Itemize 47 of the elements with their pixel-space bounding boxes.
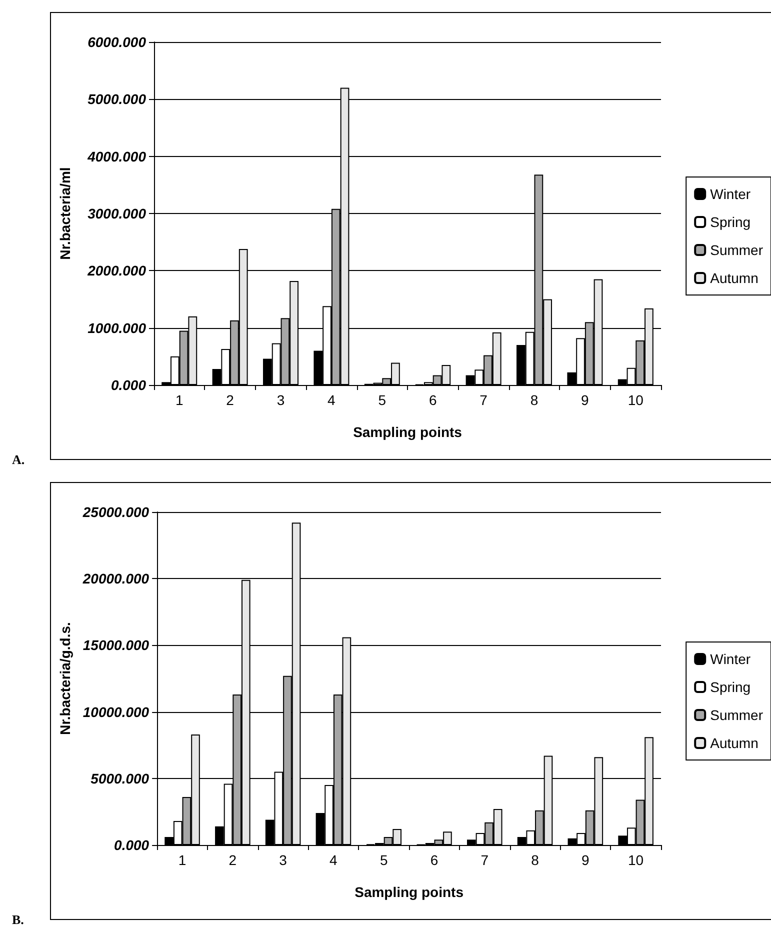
x-tick-label: 2: [226, 392, 234, 408]
y-tick-label: 3000.000: [88, 206, 146, 222]
y-tick-label: 0.000: [110, 377, 146, 393]
y-tick-label: 20000.000: [82, 570, 150, 587]
y-tick-label: 15000.000: [82, 637, 150, 654]
y-tick-label: 25000.000: [82, 504, 150, 520]
y-tick-label: 5000.000: [88, 91, 146, 108]
x-tick-label: 5: [378, 392, 386, 408]
y-tick-label: 1000.000: [88, 320, 146, 336]
legend-label: Winter: [710, 651, 751, 667]
x-tick-label: 2: [228, 852, 237, 868]
x-tick-label: 5: [380, 852, 388, 868]
x-tick-label: 6: [430, 852, 438, 868]
x-tick-label: 10: [628, 852, 644, 868]
x-tick-label: 6: [428, 392, 437, 408]
y-axis-title: Nr.bacteria/g.d.s.: [57, 622, 73, 735]
legend-label: Summer: [710, 707, 764, 723]
x-tick-label: 3: [276, 392, 285, 408]
x-tick-label: 7: [480, 392, 488, 408]
x-tick-label: 4: [328, 392, 336, 408]
legend-label: Spring: [710, 214, 751, 230]
y-tick-label: 2000.000: [86, 262, 146, 279]
x-tick-label: 1: [175, 392, 184, 408]
y-tick-label: 5000.000: [90, 770, 150, 786]
x-tick-label: 8: [531, 852, 540, 868]
y-tick-label: 4000.000: [86, 148, 146, 164]
y-tick-label: 0.000: [114, 837, 150, 853]
y-axis-title: Nr.bacteria/ml: [57, 167, 73, 260]
x-tick-label: 7: [480, 852, 489, 868]
x-tick-label: 4: [330, 852, 338, 868]
x-tick-label: 8: [530, 392, 538, 408]
legend-label: Autumn: [710, 735, 758, 751]
legend-label: Autumn: [710, 270, 758, 286]
y-tick-label: 6000.000: [88, 34, 146, 50]
y-tick-label: 10000.000: [82, 704, 150, 720]
x-axis-title: Sampling points: [353, 424, 462, 440]
legend-label: Summer: [710, 242, 764, 258]
text: B.: [12, 912, 24, 928]
text: A.: [12, 452, 25, 468]
x-axis-title: Sampling points: [354, 884, 464, 900]
legend-label: Spring: [710, 679, 751, 695]
x-tick-label: 10: [628, 392, 644, 408]
x-tick-label: 3: [279, 852, 288, 868]
x-tick-label: 9: [582, 852, 590, 868]
x-tick-label: 1: [178, 852, 186, 868]
x-tick-label: 9: [581, 392, 590, 408]
legend-label: Winter: [710, 186, 751, 202]
